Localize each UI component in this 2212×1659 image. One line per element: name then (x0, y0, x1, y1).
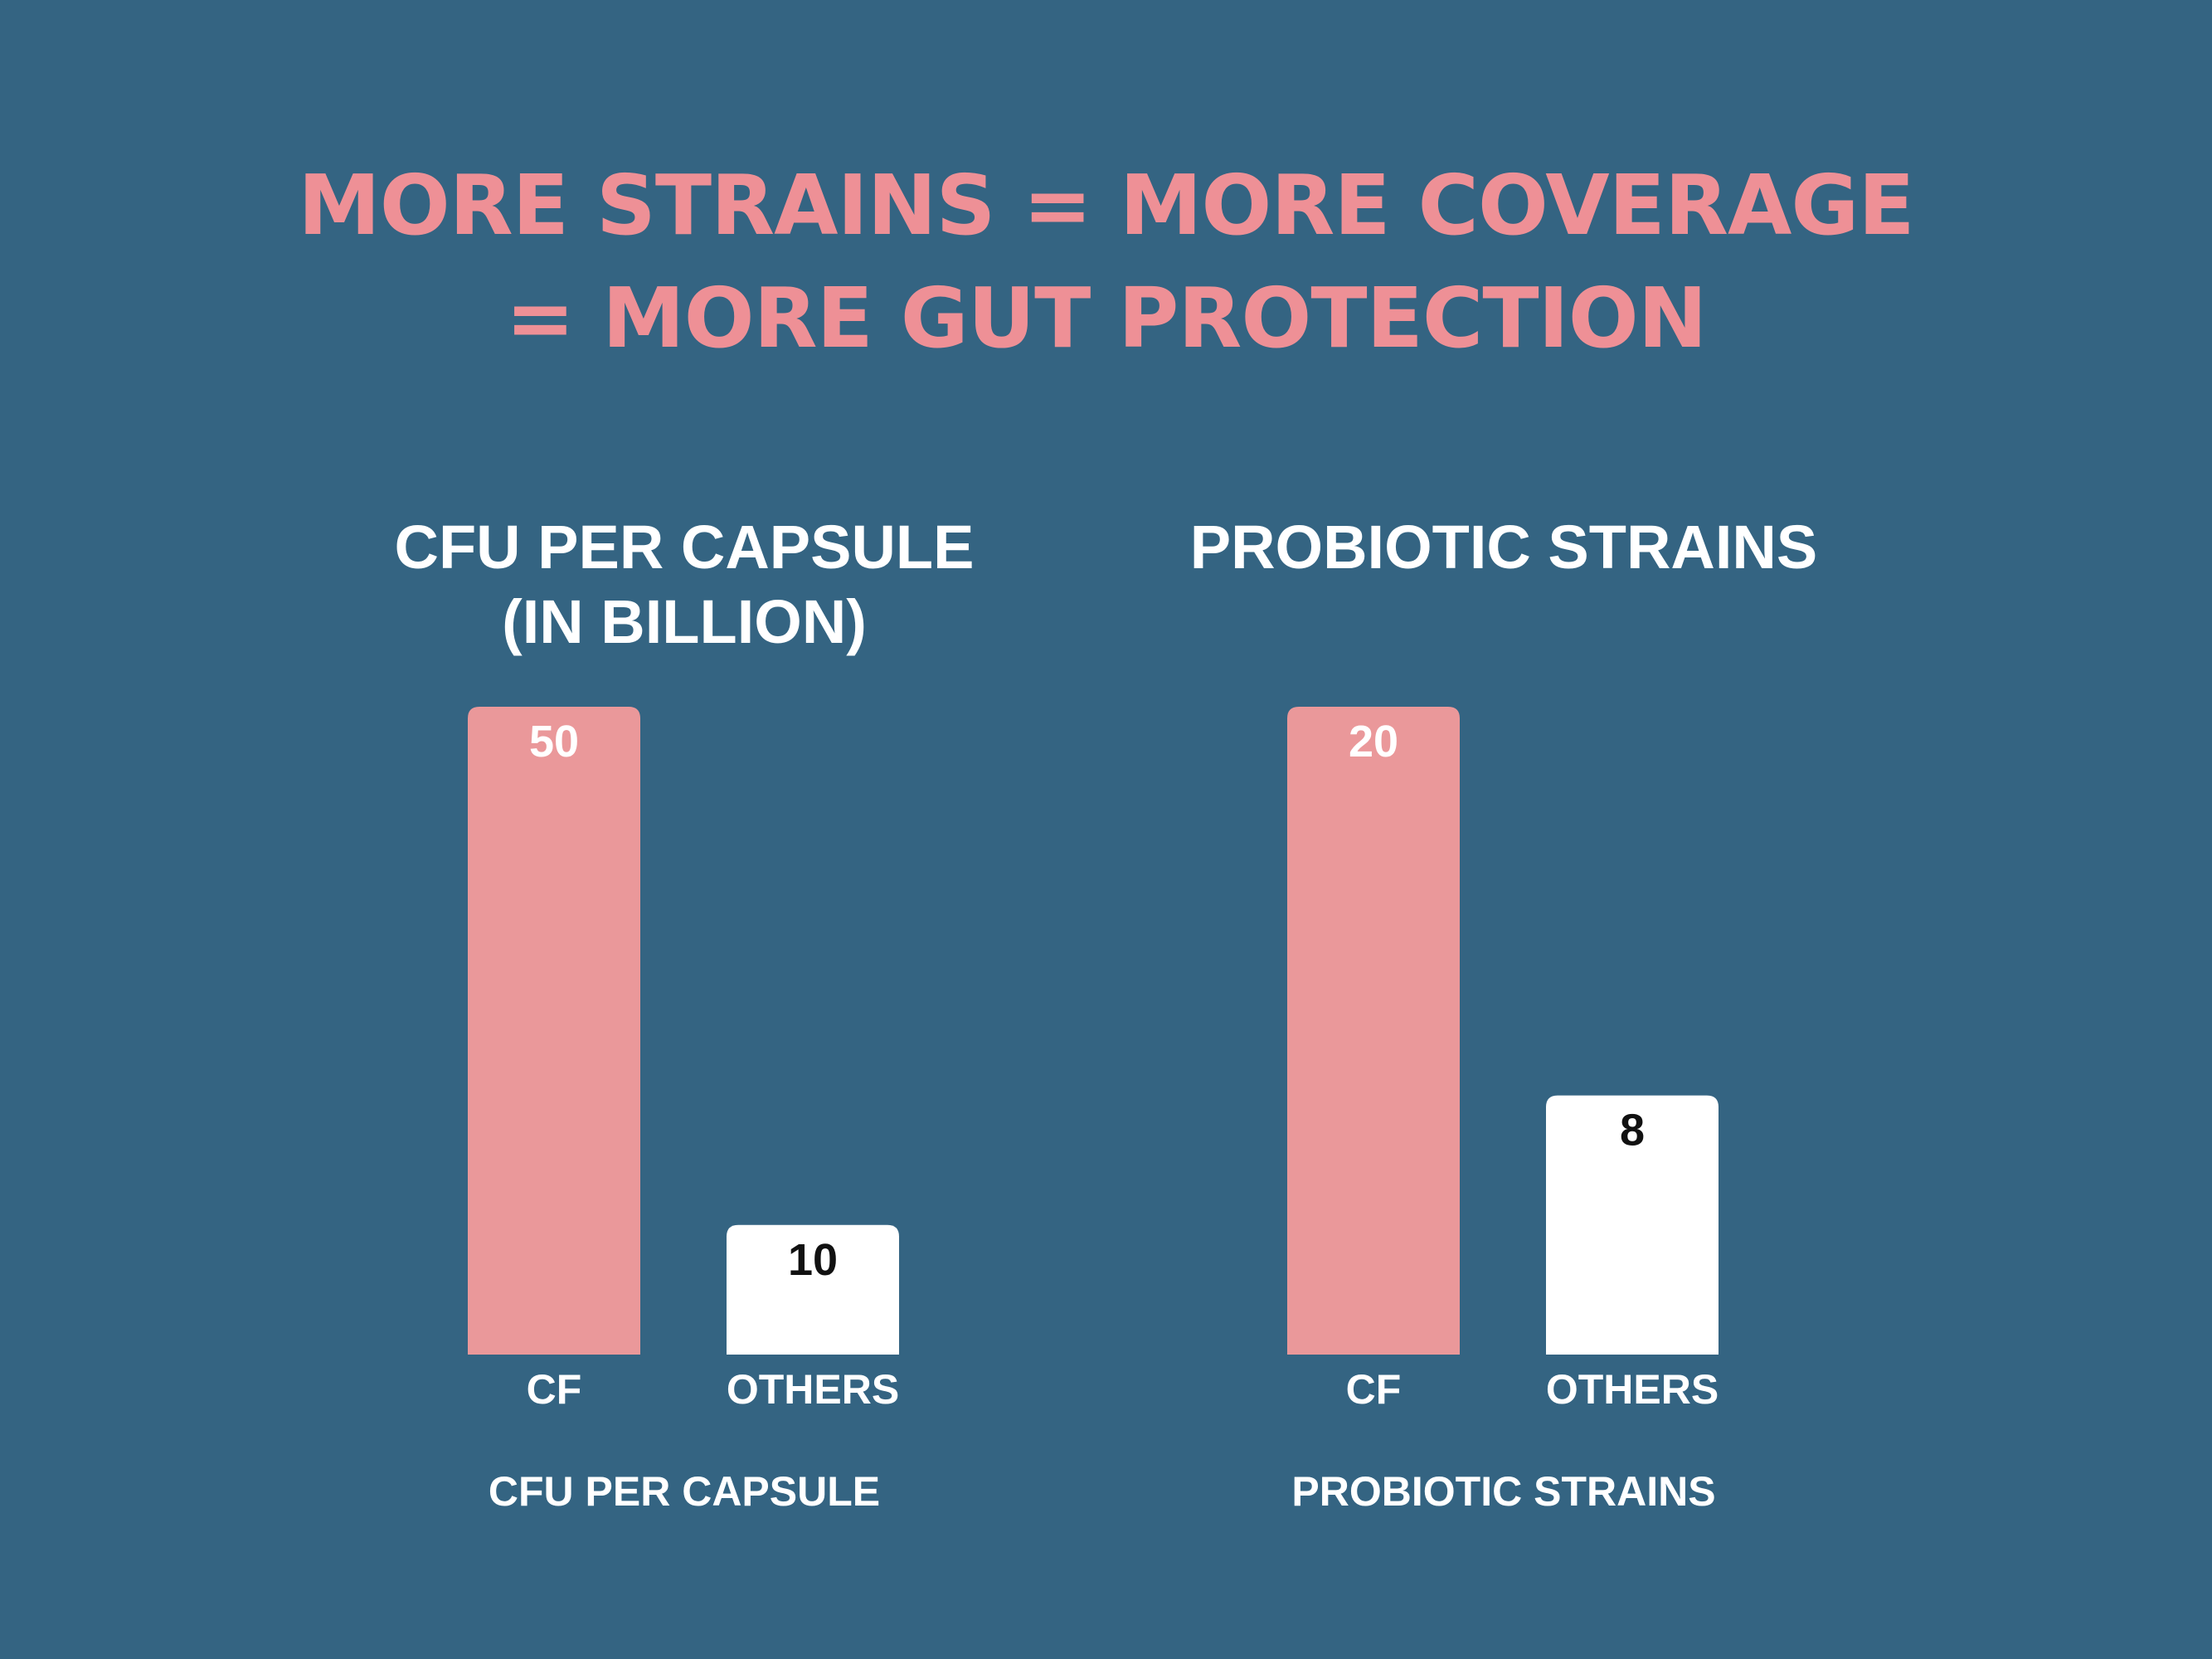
cfu-tick-label-cf: CF (527, 1366, 582, 1413)
headline-line-1: MORE STRAINS = MORE COVERAGE (298, 157, 1914, 254)
cfu-chart: CFU PER CAPSULE (IN BILLION) 50 CF 10 OTHER… (228, 0, 1140, 1659)
cfu-chart-plot: 50 CF 10 OTHERS (468, 707, 899, 1413)
strains-chart-plot: 20 CF 8 OTHERS (1287, 707, 1719, 1413)
strains-chart-title: PROBIOTIC STRAINS (1048, 510, 1960, 585)
strains-chart-xlabel: PROBIOTIC STRAINS (1291, 1468, 1716, 1515)
cfu-tick-label-others: OTHERS (727, 1366, 899, 1413)
cfu-chart-title: CFU PER CAPSULE (IN BILLION) (228, 510, 1140, 659)
strains-bar-others (1546, 1095, 1719, 1355)
cfu-chart-title-line-1: CFU PER CAPSULE (394, 513, 975, 581)
cfu-value-label-cf: 50 (529, 717, 579, 766)
cfu-value-label-others: 10 (788, 1235, 838, 1285)
strains-bar-cf (1287, 707, 1460, 1355)
headline-line-2: = MORE GUT PROTECTION (505, 270, 1708, 367)
strains-chart-title-line-1: PROBIOTIC STRAINS (1189, 513, 1818, 581)
cfu-chart-xlabel: CFU PER CAPSULE (488, 1468, 881, 1515)
cfu-bar-cf (468, 707, 640, 1355)
headline: MORE STRAINS = MORE COVERAGE = MORE GUT … (0, 149, 2212, 375)
strains-tick-label-others: OTHERS (1546, 1366, 1719, 1413)
strains-tick-label-cf: CF (1346, 1366, 1402, 1413)
cfu-bar-others (727, 1224, 899, 1355)
cfu-chart-title-line-2: (IN BILLION) (502, 587, 867, 656)
strains-chart: PROBIOTIC STRAINS 20 CF 8 OTHERS PROBIOTIC … (1048, 0, 1960, 1659)
strains-value-label-cf: 20 (1349, 717, 1398, 766)
strains-value-label-others: 8 (1620, 1106, 1645, 1155)
